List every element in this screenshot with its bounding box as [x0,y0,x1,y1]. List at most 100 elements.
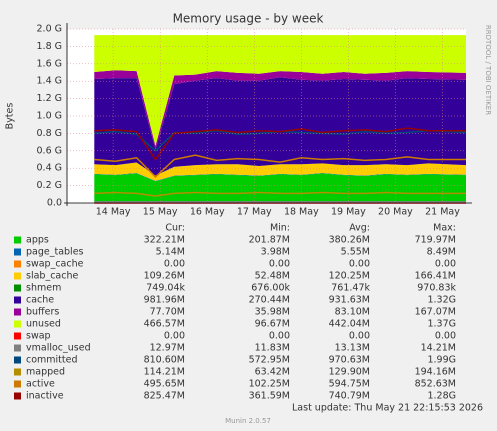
y-tick-label: 1.6 G [37,58,63,69]
legend-name: apps [26,235,49,246]
y-tick-label: 1.0 G [37,111,63,122]
legend-stat: 8.49M [427,247,456,258]
y-tick-label: 0.2 G [37,180,63,191]
legend-stat: 102.25M [249,379,290,390]
legend-stat: 0.00 [269,259,290,270]
line [94,191,466,197]
legend-swatch [14,356,21,364]
legend-stat: 120.25M [329,271,370,282]
legend-stat: 761.47k [331,283,370,294]
legend-name: committed [26,355,78,366]
y-tick-label: 0.8 G [37,128,63,139]
legend-stat: 0.00 [435,331,456,342]
legend-swatch [14,332,21,340]
legend-stat: 166.41M [415,271,456,282]
legend-header: Cur: [165,223,185,234]
legend-stat: 96.67M [255,319,290,330]
legend-name: inactive [26,391,64,402]
legend-stat: 931.63M [329,295,370,306]
legend-name: swap_cache [26,259,84,270]
legend-stat: 77.70M [150,307,185,318]
legend-stat: 442.04M [329,319,370,330]
area [94,35,466,146]
legend-stat: 740.79M [329,391,370,402]
legend-stat: 167.07M [415,307,456,318]
y-tick-label: 0.6 G [37,145,63,156]
legend-swatch [14,260,21,268]
legend-stat: 0.00 [435,259,456,270]
legend-swatch [14,308,21,316]
legend-name: page_tables [26,247,84,258]
line [94,130,467,152]
legend-stat: 63.42M [255,367,290,378]
legend-swatch [14,368,21,376]
legend-name: vmalloc_used [26,343,91,354]
legend-stat: 749.04k [146,283,185,294]
legend-name: unused [26,319,61,330]
legend-swatch [14,236,21,244]
y-tick-label: 1.8 G [37,41,63,52]
legend-stat: 14.21M [421,343,456,354]
legend-swatch [14,296,21,304]
legend-header: Max: [433,223,456,234]
line [94,127,466,161]
legend-stat: 0.00 [164,331,185,342]
legend-stat: 594.75M [329,379,370,390]
legend-stat: 3.98M [261,247,290,258]
footer: Munin 2.0.57 [225,417,271,425]
legend-stat: 52.48M [255,271,290,282]
legend-swatch [14,284,21,292]
legend-stat: 380.26M [329,235,370,246]
legend-stat: 572.95M [249,355,290,366]
legend-stat: 719.97M [415,235,456,246]
y-axis-label: Bytes [5,103,16,130]
legend-stat: 5.14M [156,247,185,258]
legend-stat: 466.57M [144,319,185,330]
legend-swatch [14,320,21,328]
x-tick-label: 14 May [96,207,131,218]
legend-name: buffers [26,307,59,318]
legend-stat: 0.00 [269,331,290,342]
legend-name: shmem [26,283,61,294]
x-tick-label: 18 May [284,207,319,218]
legend-header: Avg: [349,223,370,234]
line [94,154,466,178]
y-tick-label: 0.0 [47,198,62,209]
y-tick-label: 1.2 G [37,93,63,104]
legend-stat: 35.98M [255,307,290,318]
x-tick-label: 20 May [378,207,413,218]
legend-swatch [14,248,21,256]
legend-swatch [14,392,21,400]
y-tick-label: 1.4 G [37,76,63,87]
legend-stat: 11.83M [255,343,290,354]
legend-swatch [14,380,21,388]
legend-stat: 201.87M [249,235,290,246]
legend-stat: 1.32G [427,295,456,306]
legend-stat: 981.96M [144,295,185,306]
y-tick-label: 2.0 G [37,24,63,35]
side-text: RRDTOOL / TOBI OETIKER [484,25,492,115]
legend-stat: 5.55M [341,247,370,258]
legend-stat: 361.59M [249,391,290,402]
legend-stat: 270.44M [249,295,290,306]
legend-stat: 852.63M [415,379,456,390]
legend-name: active [26,379,55,390]
legend-swatch [14,272,21,280]
legend-name: swap [26,331,51,342]
last-update: Last update: Thu May 21 22:15:53 2026 [292,403,483,414]
legend-stat: 970.63M [329,355,370,366]
x-tick-label: 16 May [190,207,225,218]
legend-stat: 194.16M [415,367,456,378]
legend-stat: 109.26M [144,271,185,282]
legend-name: cache [26,295,54,306]
area [94,173,466,203]
x-tick-label: 19 May [331,207,366,218]
x-tick-label: 17 May [237,207,272,218]
legend-stat: 12.97M [150,343,185,354]
area [94,70,466,150]
x-tick-label: 21 May [425,207,460,218]
legend-stat: 676.00k [251,283,290,294]
legend-stat: 13.13M [335,343,370,354]
area [94,172,466,182]
